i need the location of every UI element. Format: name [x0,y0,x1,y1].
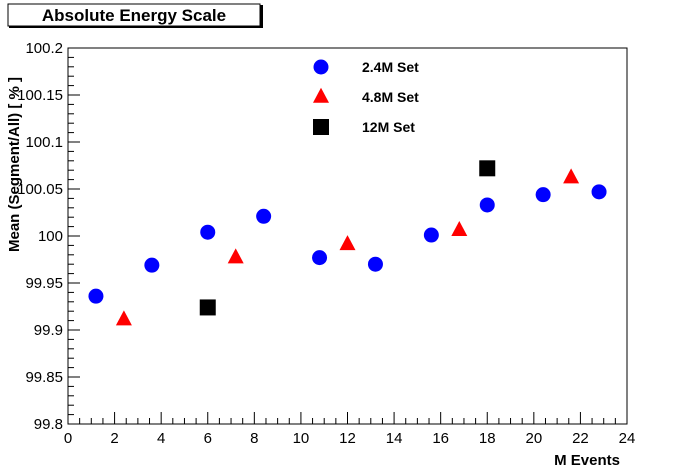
data-point-square [479,160,496,177]
title-box-shadow-bottom [9,26,263,28]
data-point-circle [200,224,216,240]
y-tick-label: 99.9 [34,322,63,339]
x-tick-label: 2 [110,430,118,447]
data-point-circle [144,257,160,273]
axis-ticks [67,47,628,425]
data-point-triangle [451,221,468,237]
x-tick-label: 0 [64,430,72,447]
y-tick-label: 100.05 [17,181,63,198]
title-box-shadow-right [260,5,263,28]
x-axis-title: M Events [554,452,620,469]
x-tick-label: 18 [479,430,496,447]
data-point-circle [423,227,439,243]
data-point-square [199,299,216,316]
y-tick-label: 100.2 [25,40,63,57]
y-axis-title: Mean (Segment/All) [ % ] [6,77,23,252]
legend-marker-circle [313,59,329,75]
y-tick-label: 100.1 [25,134,63,151]
legend-label: 4.8M Set [362,89,419,105]
data-point-circle [256,208,272,224]
data-markers [88,160,607,326]
legend: 2.4M Set 4.8M Set 12M Set [313,59,419,135]
data-point-circle [88,288,104,304]
x-tick-label: 12 [339,430,356,447]
x-tick-label: 4 [157,430,165,447]
x-tick-label: 22 [572,430,589,447]
x-tick-label: 6 [204,430,212,447]
data-point-triangle [115,310,132,326]
x-tick-label: 20 [525,430,542,447]
data-point-circle [591,184,607,200]
y-tick-label: 99.8 [34,416,63,433]
x-tick-label: 16 [432,430,449,447]
data-point-circle [367,256,383,272]
y-tick-label: 99.85 [25,369,63,386]
y-tick-label: 99.95 [25,275,63,292]
data-point-circle [479,197,495,213]
x-tick-label: 8 [250,430,258,447]
x-tick-label: 10 [293,430,310,447]
y-tick-label: 100 [38,228,63,245]
data-point-triangle [339,235,356,251]
legend-label: 2.4M Set [362,59,419,75]
x-tick-label: 14 [386,430,403,447]
y-tick-label: 100.15 [17,87,63,104]
legend-marker-triangle [313,87,329,103]
data-point-triangle [227,248,244,264]
legend-marker-square [313,119,329,135]
data-point-triangle [563,168,580,184]
axis-tick-labels: 0 2 4 6 8 10 12 14 16 18 20 22 2499.899.8599.999.951… [17,40,635,447]
chart-title: Absolute Energy Scale [42,6,226,25]
data-point-circle [535,187,551,203]
data-point-circle [312,250,328,266]
x-tick-label: 24 [619,430,636,447]
legend-label: 12M Set [362,119,415,135]
title-box: Absolute Energy Scale [7,3,263,28]
